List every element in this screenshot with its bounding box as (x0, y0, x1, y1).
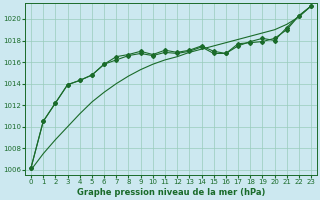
X-axis label: Graphe pression niveau de la mer (hPa): Graphe pression niveau de la mer (hPa) (77, 188, 265, 197)
